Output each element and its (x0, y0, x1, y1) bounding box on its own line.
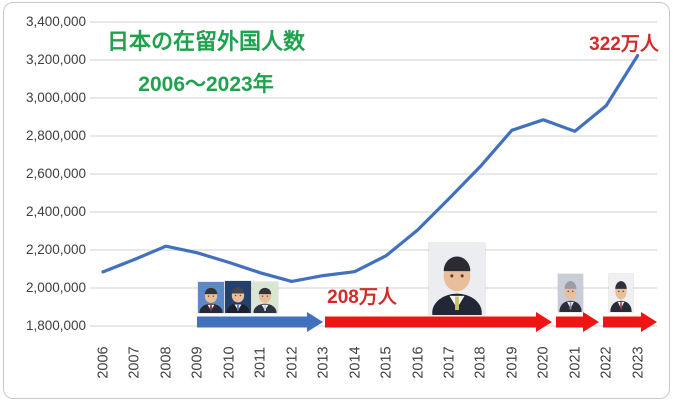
x-tick-label-2011: 2011 (252, 346, 269, 379)
x-tick-label-2017: 2017 (441, 346, 458, 379)
x-tick-label-2022: 2022 (598, 346, 615, 379)
x-tick-label-2008: 2008 (158, 346, 175, 379)
annotation-2023-value: 322万人 (589, 34, 659, 55)
x-tick-label-2018: 2018 (472, 346, 489, 379)
pm-photo-suga (558, 274, 583, 312)
x-tick-label-2021: 2021 (567, 346, 584, 379)
pm-photo-kishida (609, 274, 633, 312)
y-tick-label: 2,200,000 (25, 242, 86, 257)
annotation-2014-value: 208万人 (327, 287, 397, 308)
x-tick-label-2020: 2020 (535, 346, 552, 379)
chart-subtitle: 2006～2023年 (138, 73, 274, 96)
timeline-arrow-dpj (197, 312, 323, 332)
pm-photo-kan (225, 281, 251, 313)
y-tick-label: 3,200,000 (25, 52, 86, 67)
x-tick-label-2016: 2016 (410, 346, 426, 379)
timeline-arrow-abe (325, 312, 552, 332)
y-tick-label: 3,000,000 (25, 90, 86, 105)
y-tick-label: 3,400,000 (25, 14, 86, 29)
x-tick-label-2019: 2019 (504, 346, 521, 379)
x-tick-label-2012: 2012 (284, 346, 301, 379)
x-tick-label-2014: 2014 (347, 346, 364, 379)
timeline-arrow-kishida (603, 312, 657, 332)
y-tick-label: 2,600,000 (25, 166, 86, 181)
x-tick-label-2023: 2023 (630, 346, 647, 379)
x-tick-label-2006: 2006 (95, 346, 112, 379)
pm-photo-hatoyama (198, 282, 224, 313)
chart-title: 日本の在留外国人数 (106, 29, 305, 54)
pm-photo-abe (429, 243, 485, 315)
x-tick-label-2015: 2015 (378, 346, 395, 379)
x-tick-label-2010: 2010 (221, 346, 238, 379)
y-tick-label: 2,400,000 (25, 204, 86, 219)
y-tick-label: 2,000,000 (25, 280, 86, 295)
pm-photo-noda (252, 282, 278, 313)
y-tick-label: 1,800,000 (25, 318, 86, 333)
x-tick-label-2007: 2007 (126, 346, 143, 379)
timeline-arrow-suga (556, 312, 599, 332)
y-tick-label: 2,800,000 (25, 128, 86, 143)
x-tick-label-2013: 2013 (315, 346, 332, 379)
x-tick-label-2009: 2009 (189, 346, 206, 379)
data-line (101, 53, 640, 283)
